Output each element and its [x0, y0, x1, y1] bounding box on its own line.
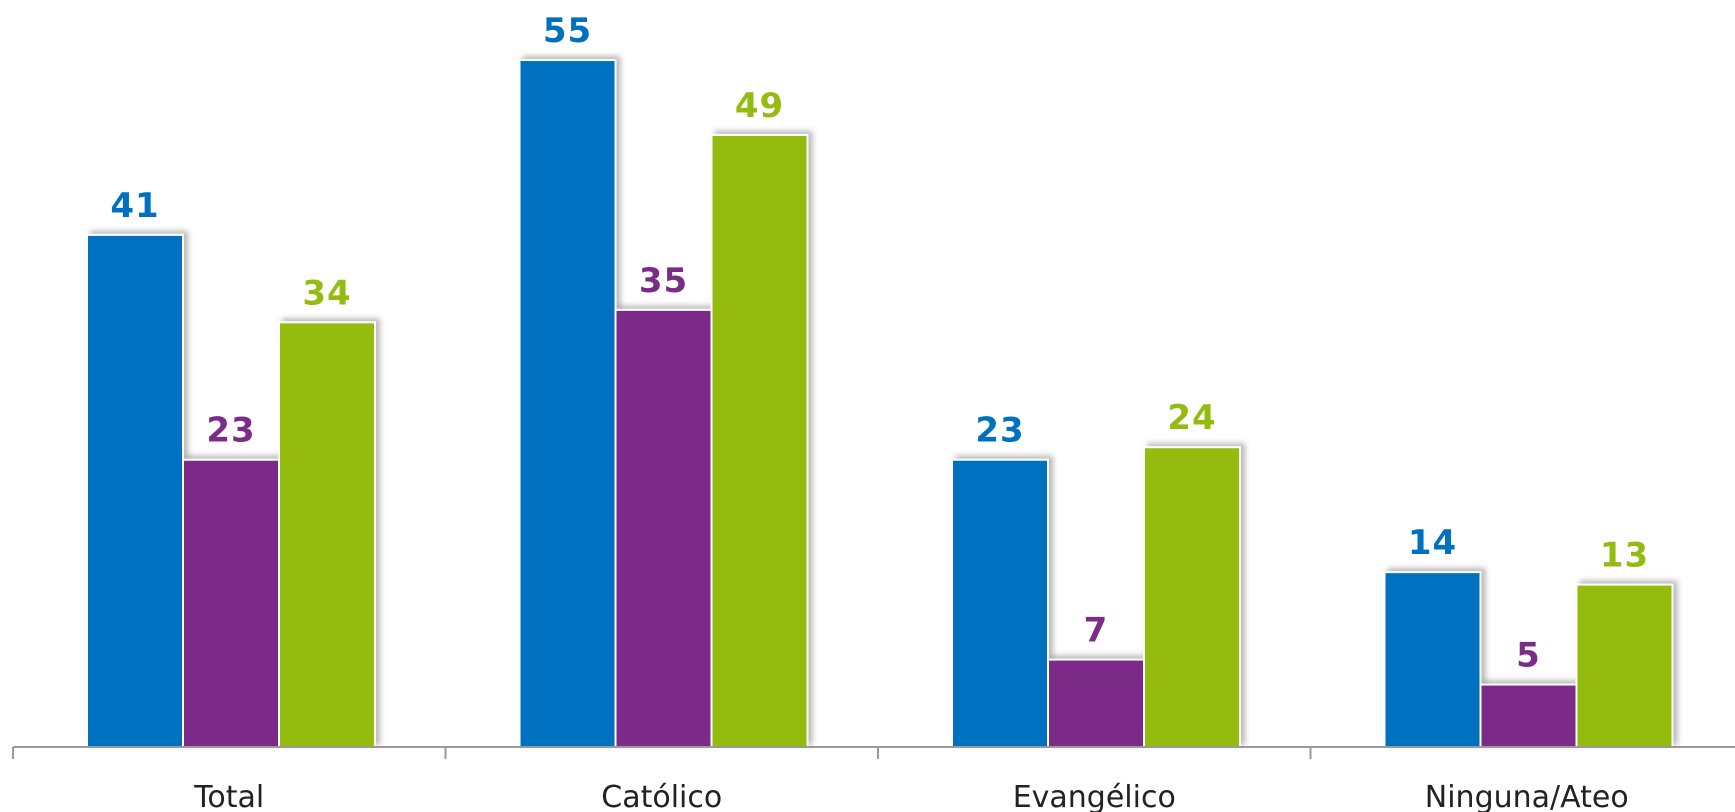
data-label: 55: [543, 11, 592, 51]
x-tick-label: Evangélico: [1013, 780, 1176, 812]
x-tick-label: Católico: [601, 780, 722, 812]
data-label: 35: [639, 261, 688, 301]
data-label: 13: [1600, 536, 1649, 576]
data-label: 24: [1167, 398, 1216, 438]
bar-cat-lico-series-2: [614, 308, 713, 748]
bar-evang-lico-series-3: [1143, 446, 1241, 748]
bar-evang-lico-series-2: [1047, 658, 1145, 749]
x-axis: Total Católico Evangélico Ninguna/Ateo: [12, 746, 1735, 812]
data-label: 49: [735, 86, 784, 126]
bar-ninguna-ateo-series-1: [1383, 571, 1482, 749]
data-label: 23: [975, 411, 1024, 451]
bar-cat-lico-series-3: [710, 133, 809, 749]
x-tick-label: Total: [193, 780, 264, 812]
data-label: 5: [1516, 636, 1541, 676]
data-label: 34: [302, 273, 351, 313]
data-label: 14: [1408, 523, 1457, 563]
data-labels-layer: 41 23 34 55 35 49 23 7 24 14 5 13: [110, 11, 1649, 676]
bar-cat-lico-series-1: [518, 59, 617, 749]
data-label: 7: [1084, 611, 1109, 651]
data-label: 41: [110, 186, 159, 226]
bar-ninguna-ateo-series-2: [1479, 683, 1578, 748]
x-tick-label: Ninguna/Ateo: [1425, 780, 1629, 812]
bar-total-series-1: [86, 233, 184, 749]
bar-total-series-3: [278, 321, 376, 748]
bar-evang-lico-series-1: [951, 458, 1049, 748]
bar-total-series-2: [182, 458, 280, 748]
bars-layer: [86, 59, 1674, 749]
data-label: 23: [206, 411, 255, 451]
bar-ninguna-ateo-series-3: [1575, 583, 1674, 748]
